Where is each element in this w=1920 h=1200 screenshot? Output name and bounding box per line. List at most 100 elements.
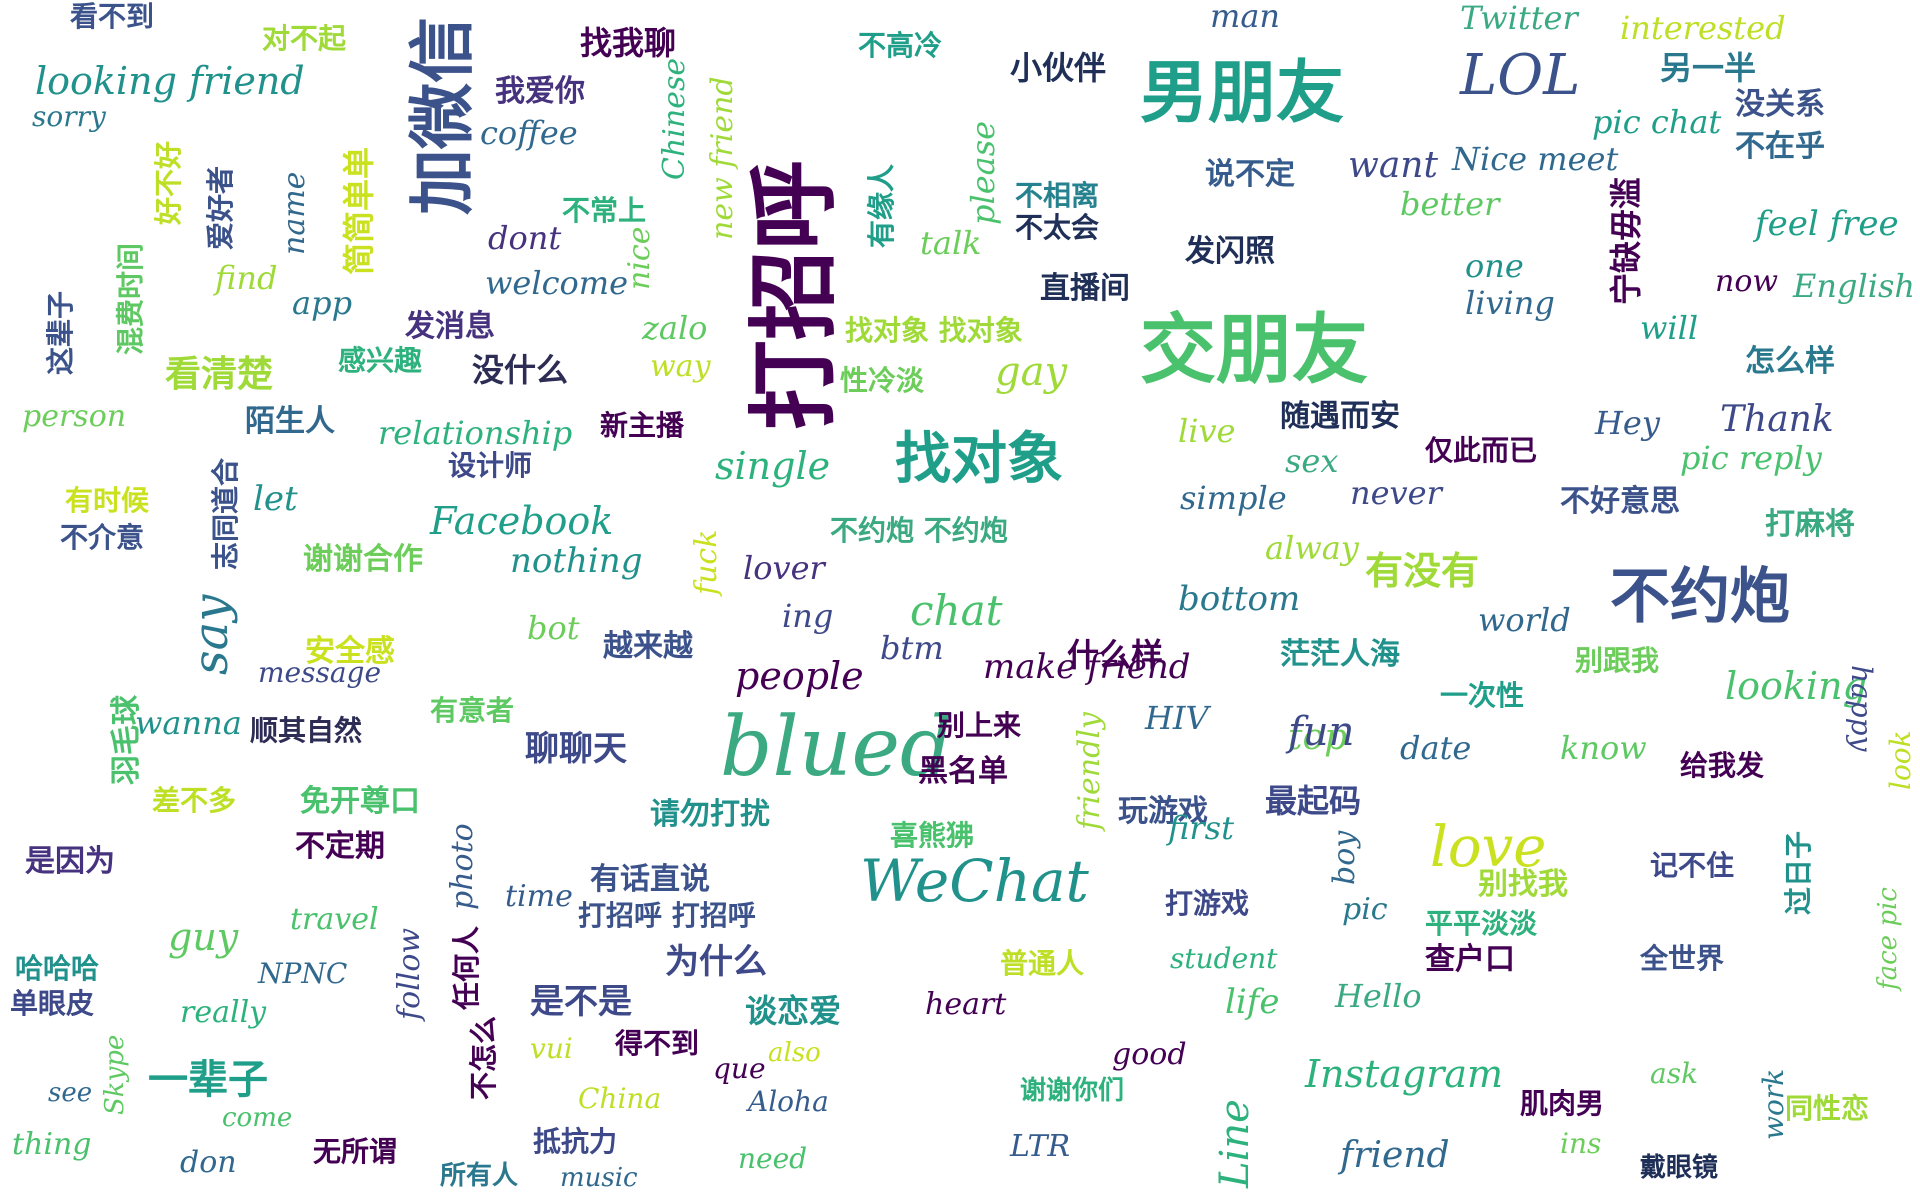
cloud-word: 得不到 [615,1027,700,1060]
cloud-word: 平平淡淡 [1425,907,1538,940]
cloud-word: pic reply [1680,439,1822,477]
cloud-word: 所有人 [440,1161,519,1191]
cloud-word: talk [920,224,982,262]
cloud-word: 什么样 [1067,636,1164,674]
cloud-word: lover [743,549,825,587]
cloud-word: 一辈子 [148,1057,268,1103]
cloud-word: please [964,120,1002,225]
cloud-word: relationship [378,414,573,452]
cloud-word: HIV [1145,699,1209,737]
cloud-word: feel free [1755,204,1899,244]
cloud-word: pic [1342,892,1388,927]
cloud-word: also [768,1038,821,1068]
cloud-word: 找对象 找对象 [845,314,1023,347]
cloud-word: Nice meet [1452,140,1619,178]
cloud-word: vui [530,1032,573,1065]
cloud-word: 不太会 [1015,211,1100,244]
cloud-word: people [735,654,864,698]
cloud-word: 不定期 [295,829,385,864]
cloud-word: welcome [485,264,629,302]
cloud-word: find [215,259,278,297]
cloud-word: simple [1180,479,1287,517]
cloud-word: coffee [480,114,578,152]
cloud-word: sex [1285,442,1339,480]
cloud-word: alway [1265,529,1359,567]
cloud-word: 喜熊狒 [890,819,975,852]
cloud-word: 给我发 [1680,749,1765,782]
cloud-word: now [1715,264,1779,299]
cloud-word: boy [1327,830,1362,885]
cloud-word: 不介意 [60,521,145,554]
cloud-word: Thank [1720,399,1834,440]
cloud-word: 性冷淡 [840,364,925,397]
cloud-word: 是因为 [25,844,115,879]
cloud-word: 看不到 [70,0,155,33]
cloud-word: 男朋友 [1140,54,1345,133]
cloud-word: 志同道合 [209,457,242,570]
cloud-word: 打招呼 [742,160,847,430]
cloud-word: time [505,879,573,914]
cloud-word: man [1210,0,1281,35]
cloud-word: say [183,594,239,675]
cloud-word: Facebook [430,499,614,543]
cloud-word: 不约炮 [1610,562,1790,632]
cloud-word: bottom [1178,579,1301,619]
cloud-word: 交朋友 [1140,305,1368,394]
cloud-word: work [1757,1068,1790,1140]
cloud-word: 混费时间 [114,242,147,355]
cloud-word: 别跟我 [1575,644,1660,677]
cloud-word: 找对象 [895,427,1063,492]
cloud-word: 最起码 [1265,782,1362,820]
cloud-word: message [258,656,382,689]
cloud-word: 黑名单 [918,754,1008,789]
cloud-word: 免开尊口 [300,784,420,819]
cloud-word: 感兴趣 [338,344,423,377]
cloud-word: 小伙伴 [1010,49,1107,87]
cloud-word: 有话直说 [590,862,710,897]
cloud-word: 简简单单 [340,146,378,275]
cloud-word: 无所谓 [313,1135,398,1168]
cloud-word: 说不定 [1205,157,1295,192]
cloud-word: 别上来 [937,709,1022,742]
cloud-word: Line [1212,1099,1258,1188]
cloud-word: 好不好 [152,140,185,225]
cloud-word: love [1430,815,1547,880]
cloud-word: 直播间 [1040,271,1130,306]
cloud-word: 找我聊 [580,24,677,62]
cloud-word: see [48,1078,93,1108]
cloud-word: btm [880,629,944,667]
cloud-word: 谢谢你们 [1020,1076,1125,1106]
cloud-word: 越来越 [603,629,693,664]
cloud-word: sorry [32,100,106,133]
cloud-word: first [1168,809,1234,847]
cloud-word: 不约炮 不约炮 [830,514,1008,547]
cloud-word: guy [168,915,239,959]
cloud-word: travel [290,902,379,937]
cloud-word: wanna [135,704,242,742]
cloud-word: interested [1620,9,1786,47]
cloud-word: 玩游戏 [1118,794,1208,829]
cloud-word: follow [392,927,427,1020]
cloud-word: 打麻将 [1765,507,1855,542]
cloud-word: nice [622,226,657,290]
cloud-word: 别找我 [1478,867,1568,902]
cloud-word: 有缘人 [865,163,898,248]
cloud-word: 怎么样 [1745,344,1835,379]
cloud-word: good [1112,1037,1187,1072]
cloud-word: dont [488,219,562,257]
cloud-word: WeChat [860,847,1089,915]
cloud-word: ins [1560,1127,1602,1160]
cloud-word: China [578,1082,662,1115]
cloud-word: 一次性 [1440,679,1525,712]
cloud-word: 不常上 [562,194,647,227]
cloud-word: 不相离 [1015,179,1100,212]
cloud-word: come [222,1103,293,1133]
cloud-word: Chinese [657,57,692,180]
cloud-word: person [22,399,127,434]
cloud-word: pic chat [1592,103,1722,141]
cloud-word: heart [925,987,1007,1022]
cloud-word: que [713,1052,766,1085]
cloud-word: 设计师 [448,449,533,482]
cloud-word: happy [1845,665,1878,752]
